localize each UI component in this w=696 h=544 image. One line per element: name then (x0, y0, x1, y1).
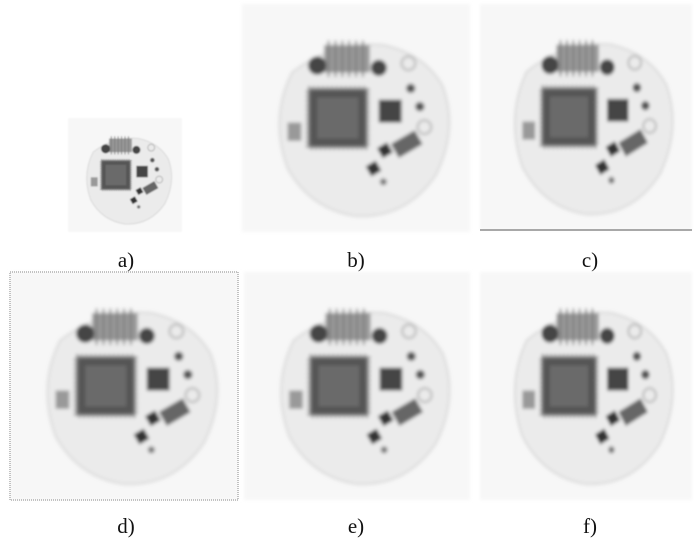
panel-c: c) (480, 4, 692, 272)
panel-label: d) (117, 514, 135, 538)
panel-a: a) (68, 118, 182, 272)
panel-label: c) (582, 248, 598, 272)
panel-f: f) (480, 272, 692, 538)
panel-label: b) (347, 248, 365, 272)
image (242, 4, 470, 232)
image (244, 272, 470, 500)
image (480, 4, 692, 230)
image (480, 272, 692, 500)
panel-e: e) (244, 272, 470, 538)
panel-d: d) (10, 272, 238, 538)
panel-label: a) (118, 248, 134, 272)
panel-label: e) (348, 514, 364, 538)
figure: a) b) c) d) e) f) (0, 0, 696, 544)
image (10, 272, 238, 500)
panel-b: b) (242, 4, 470, 272)
panel-label: f) (583, 514, 597, 538)
image (68, 118, 182, 232)
